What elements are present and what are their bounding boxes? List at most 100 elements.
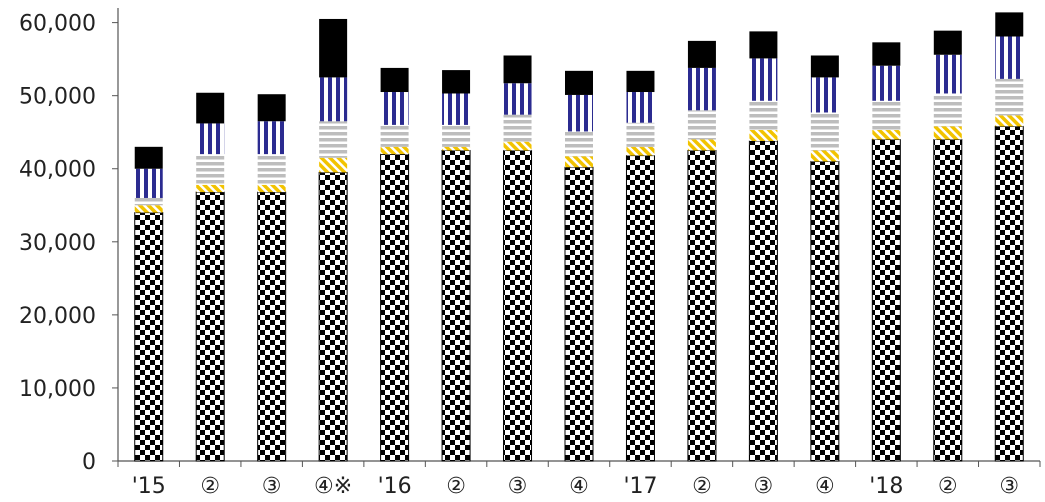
bar-segment: [872, 100, 901, 131]
bar-segment: [810, 55, 839, 78]
bar-segment: [503, 141, 532, 151]
bar-segment: [933, 139, 963, 462]
x-tick-label: ④: [569, 474, 589, 498]
bar-segment: [565, 156, 593, 168]
x-tick-label: ④: [815, 474, 835, 498]
bar-segment: [257, 191, 287, 462]
bar-segment: [196, 92, 225, 124]
y-tick-label: 60,000: [19, 12, 96, 37]
bar-segment: [318, 171, 348, 462]
y-tick-label: 30,000: [19, 231, 96, 256]
bar-segment: [380, 153, 410, 462]
bar-segment: [933, 30, 962, 55]
bar-segment: [871, 139, 901, 462]
x-tick-label: '16: [378, 474, 412, 498]
bar-segment: [503, 149, 533, 462]
bar-segment: [994, 125, 1024, 462]
y-tick-label: 20,000: [19, 304, 96, 329]
bar-segment: [872, 130, 901, 140]
bar-segment: [257, 154, 286, 185]
y-tick-label: 50,000: [19, 85, 96, 110]
x-tick-label: ②: [692, 474, 712, 498]
x-tick-label: '15: [132, 474, 166, 498]
bar-segment: [380, 67, 409, 93]
y-tick-label: 0: [82, 450, 96, 475]
bar-segment: [319, 157, 348, 173]
bar-segment: [134, 212, 164, 462]
bars-layer: [134, 12, 1024, 462]
bar-segment: [257, 184, 286, 193]
bar-segment: [257, 94, 286, 122]
bar-segment: [687, 40, 716, 68]
bar-segment: [442, 146, 471, 151]
bar-segment: [134, 205, 163, 213]
bar-segment: [687, 139, 716, 151]
bar-segment: [626, 122, 655, 147]
bar-segment: [933, 126, 962, 140]
bar-segment: [503, 114, 532, 142]
bar-segment: [748, 140, 778, 462]
labels-layer: 0 10,000 20,000 30,000 40,000 50,000 60,000 '15…: [19, 12, 1019, 499]
bar-segment: [810, 112, 839, 151]
bar-segment: [196, 123, 225, 155]
bar-segment: [442, 70, 471, 94]
bar-segment: [503, 55, 532, 84]
bar-segment: [565, 70, 593, 95]
x-tick-label: ④※: [314, 474, 352, 498]
bar-segment: [442, 124, 471, 147]
bar-segment: [195, 191, 225, 462]
y-tick-label: 40,000: [19, 158, 96, 183]
bar-segment: [564, 166, 594, 462]
bar-segment: [319, 18, 348, 78]
x-tick-label: ③: [262, 474, 282, 498]
bar-segment: [810, 160, 840, 462]
x-tick-label: ②: [446, 474, 466, 498]
x-tick-label: ③: [754, 474, 774, 498]
x-tick-label: ②: [200, 474, 220, 498]
bar-segment: [134, 197, 163, 206]
bar-segment: [687, 149, 717, 462]
bar-segment: [442, 93, 471, 125]
x-tick-label: ③: [508, 474, 528, 498]
x-tick-label: '18: [869, 474, 903, 498]
bar-segment: [933, 54, 962, 94]
bar-segment: [257, 121, 286, 155]
bar-segment: [810, 150, 839, 162]
bar-segment: [196, 154, 225, 185]
y-tick-label: 10,000: [19, 377, 96, 402]
bar-segment: [749, 31, 778, 59]
bar-segment: [134, 168, 163, 198]
bar-segment: [380, 92, 409, 125]
bar-segment: [995, 78, 1024, 116]
x-tick-label: '17: [623, 474, 657, 498]
bar-segment: [380, 124, 409, 147]
bar-segment: [196, 184, 225, 193]
bar-segment: [380, 146, 409, 155]
bar-segment: [626, 92, 655, 123]
bar-segment: [134, 146, 163, 169]
bar-segment: [626, 146, 655, 156]
bar-segment: [687, 67, 716, 111]
x-tick-label: ②: [938, 474, 958, 498]
bar-segment: [749, 58, 778, 101]
bar-segment: [995, 36, 1024, 79]
bar-segment: [749, 130, 778, 141]
bar-segment: [565, 94, 593, 132]
bar-segment: [810, 77, 839, 113]
x-tick-label: ③: [999, 474, 1019, 498]
bar-segment: [565, 131, 593, 157]
bar-segment: [933, 93, 962, 127]
bar-segment: [749, 100, 778, 131]
bar-segment: [441, 149, 471, 462]
bar-segment: [687, 110, 716, 140]
bar-segment: [872, 65, 901, 101]
bar-segment: [625, 155, 655, 462]
bar-segment: [319, 77, 348, 122]
bar-segment: [872, 42, 901, 66]
bar-segment: [503, 83, 532, 115]
bar-segment: [995, 12, 1024, 37]
bar-segment: [626, 70, 655, 93]
bar-segment: [995, 115, 1024, 127]
